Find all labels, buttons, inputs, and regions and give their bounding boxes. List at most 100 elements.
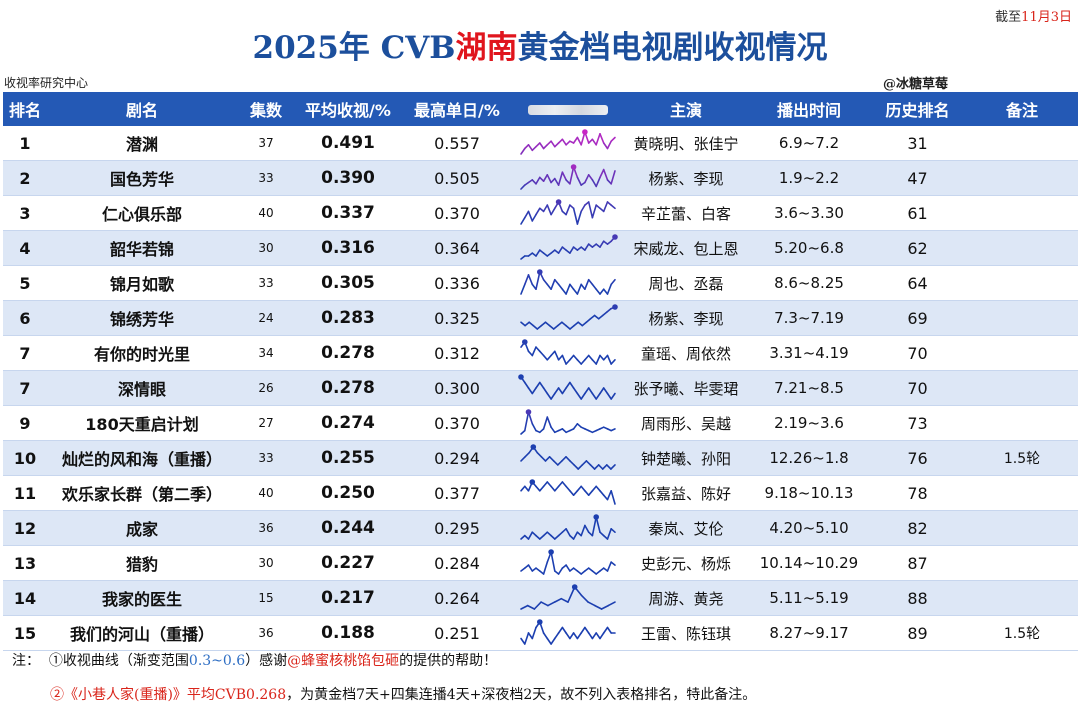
curve-segment	[565, 485, 571, 492]
cell-curve	[513, 300, 623, 336]
curve-segment	[580, 204, 586, 213]
curve-segment	[520, 147, 526, 155]
curve-segment	[557, 246, 564, 254]
table-row: 14 我家的医生 15 0.217 0.264 周游、黄尧 5.11~5.19 88	[3, 580, 1078, 616]
curve-segment	[602, 201, 609, 213]
curve-segment	[531, 179, 537, 185]
curve-segment	[556, 460, 563, 466]
curve-segment	[606, 490, 612, 501]
note2-highlight: ②《小巷人家(重播)》平均CVB0.268	[50, 687, 287, 703]
header-name: 剧名	[47, 92, 237, 126]
table-row: 4 韶华若锦 30 0.316 0.364 宋威龙、包上恩 5.20~6.8 62	[3, 230, 1078, 266]
cell-note	[966, 126, 1078, 161]
curve-segment	[553, 249, 560, 254]
curve-segment	[527, 350, 534, 357]
curve-peak-point	[612, 304, 618, 310]
curve-segment	[587, 174, 594, 181]
source-label: 收视率研究中心	[4, 76, 89, 90]
cell-curve	[513, 230, 623, 266]
cell-rank: 9	[3, 405, 47, 441]
curve-segment	[542, 387, 549, 395]
curve-segment	[595, 485, 601, 492]
curve-segment	[565, 249, 571, 254]
curve-segment	[587, 201, 594, 219]
curve-segment	[587, 387, 594, 395]
table-row: 9 180天重启计划 27 0.274 0.370 周雨彤、吴越 2.19~3.6 73	[3, 405, 1078, 441]
curve-segment	[569, 204, 575, 210]
cell-avg: 0.316	[295, 230, 401, 266]
cell-episodes: 36	[237, 615, 295, 651]
curve-segment	[547, 601, 556, 607]
cell-curve	[513, 160, 623, 196]
curve-peak-point	[571, 584, 578, 590]
ratings-curve	[520, 584, 616, 610]
curve-segment	[572, 136, 579, 144]
curve-segment	[577, 464, 584, 470]
curve-segment	[557, 354, 564, 361]
curve-segment	[606, 561, 612, 572]
curve-segment	[542, 204, 549, 213]
cell-note	[966, 510, 1078, 546]
cell-stars: 王雷、陈钰琪	[623, 615, 749, 651]
cell-stars: 秦岚、艾伦	[623, 510, 749, 546]
curve-segment	[524, 144, 530, 150]
curve-segment	[580, 626, 586, 634]
curve-segment	[538, 142, 545, 150]
curve-segment	[595, 133, 601, 146]
curve-segment	[531, 213, 537, 222]
cell-rank: 6	[3, 300, 47, 336]
curve-segment	[587, 490, 594, 497]
header-avg: 平均收视/%	[295, 92, 401, 126]
cell-rank: 10	[3, 440, 47, 476]
cell-stars: 童瑶、周依然	[623, 335, 749, 371]
cell-curve	[513, 126, 623, 161]
ratings-curve	[518, 374, 616, 400]
cell-period: 7.3~7.19	[749, 300, 869, 336]
curve-peak-point	[582, 129, 588, 135]
cutoff-date-value: 11月3日	[1021, 10, 1072, 25]
curve-segment	[572, 387, 579, 395]
curve-segment	[585, 318, 592, 324]
cell-episodes: 40	[237, 195, 295, 231]
curve-segment	[557, 531, 564, 537]
cell-avg: 0.337	[295, 195, 401, 231]
curve-peak-point	[518, 374, 524, 380]
cell-rank: 5	[3, 265, 47, 301]
cutoff-date: 截至11月3日	[995, 6, 1072, 25]
ratings-curve	[520, 479, 616, 505]
curve-peak-point	[593, 514, 599, 520]
curve-segment	[527, 632, 534, 640]
curve-segment	[591, 485, 597, 492]
curve-segment	[520, 255, 526, 260]
curve-segment	[601, 464, 608, 470]
curve-segment	[602, 387, 609, 395]
cell-name: 深情眼	[47, 370, 237, 406]
curve-segment	[602, 494, 609, 501]
cell-history: 64	[869, 265, 966, 301]
curve-segment	[557, 567, 564, 575]
curve-segment	[520, 216, 526, 225]
curve-segment	[557, 283, 564, 291]
ratings-curve	[520, 269, 616, 295]
curve-segment	[552, 324, 559, 330]
curve-segment	[540, 321, 547, 327]
curve-segment	[610, 428, 616, 432]
header-rank: 排名	[3, 92, 47, 126]
cell-history: 73	[869, 405, 966, 441]
curve-segment	[538, 485, 545, 492]
curve-segment	[606, 528, 612, 540]
curve-segment	[542, 531, 549, 537]
curve-segment	[569, 381, 575, 389]
cell-period: 8.27~9.17	[749, 615, 869, 651]
cell-period: 3.31~4.19	[749, 335, 869, 371]
cell-max: 0.264	[401, 580, 513, 616]
ratings-curve	[520, 409, 616, 435]
curve-segment	[520, 429, 526, 435]
cell-curve	[513, 405, 623, 441]
curve-segment	[585, 460, 592, 466]
curve-segment	[576, 176, 583, 186]
curve-segment	[584, 278, 590, 291]
cell-note	[966, 335, 1078, 371]
cell-period: 3.6~3.30	[749, 195, 869, 231]
cell-name: 猎豹	[47, 545, 237, 581]
